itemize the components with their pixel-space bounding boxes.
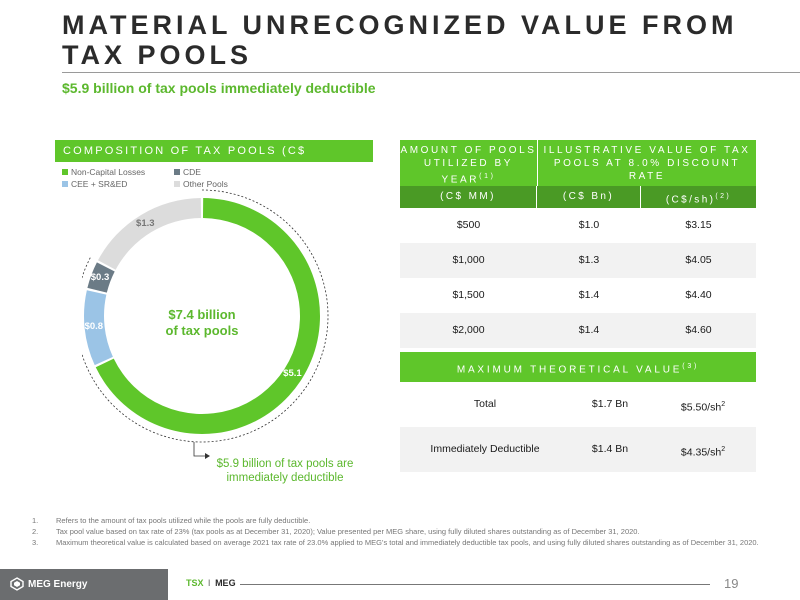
meg-energy-logo: MEG Energy [10,577,87,591]
donut-slice [97,198,202,270]
legend-swatch [174,181,180,187]
table-row: Immediately Deductible $1.4 Bn $4.35/sh2 [400,427,756,472]
meg-logo-icon [10,577,24,591]
legend-swatch [62,169,68,175]
subheader-csh: (C$/sh)(2) [641,186,756,208]
table2-header-sup: (3) [682,363,700,370]
legend-label: Non-Capital Losses [71,167,146,177]
legend-label: Other Pools [183,179,228,189]
legend-item-non-capital-losses: Non-Capital Losses [62,167,145,177]
tax-pools-donut-chart [82,189,329,459]
ticker-symbol: MEG [215,578,236,588]
footer-divider [240,584,710,585]
ticker-exchange: TSX [186,578,204,588]
composition-header: COMPOSITION OF TAX POOLS (C$ BILLION) [55,140,373,179]
cell-bn: $1.4 [578,324,600,336]
donut-slice [83,290,113,366]
cell-amount: $500 [456,219,481,231]
footnote: 3. Maximum theoretical value is calculat… [32,538,762,548]
cell-label: Immediately Deductible [430,443,540,455]
donut-slice [87,262,115,293]
page-title: MATERIAL UNRECOGNIZED VALUE FROM TAX POO… [62,10,738,70]
footnote-number: 2. [32,527,39,536]
cell-per-share-sup: 2 [721,446,726,453]
subheader-cbn: (C$ Bn) [537,186,641,208]
slice-value-label: $5.1 [283,367,302,379]
cell-per-share: $4.60 [685,324,712,336]
footnote-number: 3. [32,538,39,547]
cell-bn: $1.3 [578,254,600,266]
cell-amount: $1,500 [452,289,485,301]
table-row: $1,500 $1.4 $4.40 [400,278,756,313]
cell-per-share: $4.05 [685,254,712,266]
col1-header-sup: (1) [479,173,496,180]
footnote-text: Maximum theoretical value is calculated … [56,538,759,547]
subheader-csh-text: (C$/sh) [665,194,716,206]
cell-bn: $1.4 Bn [591,443,629,455]
page-subtitle: $5.9 billion of tax pools immediately de… [62,80,376,96]
legend-item-other-pools: Other Pools [174,179,228,189]
donut-center-label: $7.4 billion of tax pools [152,307,252,339]
deductible-callout: $5.9 billion of tax pools are immediatel… [200,457,370,485]
footnote: 2. Tax pool value based on tax rate of 2… [32,527,762,537]
callout-connector [193,442,206,457]
logo-text: MEG Energy [28,578,88,590]
table-row: $500 $1.0 $3.15 [400,208,756,243]
callout-line-1: $5.9 billion of tax pools are [216,458,354,470]
cell-per-share: $4.35/sh2 [650,427,756,472]
cell-bn: $1.7 Bn [591,398,629,410]
cell-per-share-sup: 2 [721,401,726,408]
cell-per-share: $5.50/sh2 [650,382,756,427]
table1-col1-header: AMOUNT OF POOLS UTILIZED BY YEAR(1) [400,140,537,186]
table2-header: MAXIMUM THEORETICAL VALUE(3) [400,352,756,382]
tax-pool-value-table: AMOUNT OF POOLS UTILIZED BY YEAR(1) ILLU… [400,140,756,348]
legend-swatch [62,181,68,187]
footnote-number: 1. [32,516,39,525]
col1-header-text: AMOUNT OF POOLS UTILIZED BY YEAR [400,145,537,186]
stock-ticker: TSX I MEG [186,578,236,588]
cell-per-share: $3.15 [685,219,712,231]
footnote: 1. Refers to the amount of tax pools uti… [32,516,762,526]
legend-swatch [174,169,180,175]
legend-item-cee-sred: CEE + SR&ED [62,179,127,189]
table-row: $1,000 $1.3 $4.05 [400,243,756,278]
footnote-text: Refers to the amount of tax pools utiliz… [56,516,311,525]
title-divider [62,72,800,73]
cell-per-share: $4.40 [685,289,712,301]
table-row: $2,000 $1.4 $4.60 [400,313,756,348]
callout-arrow [205,453,210,459]
cell-per-share-text: $5.50/sh [680,401,722,414]
slice-value-label: $0.3 [90,272,110,284]
footnote-text: Tax pool value based on tax rate of 23% … [56,527,640,536]
max-theoretical-value-table: MAXIMUM THEORETICAL VALUE(3) Total $1.7 … [400,352,756,472]
center-line-2: of tax pools [165,323,239,338]
slice-value-label: $1.3 [136,217,155,229]
footnotes: 1. Refers to the amount of tax pools uti… [32,516,762,549]
table2-header-text: MAXIMUM THEORETICAL VALUE [456,364,683,376]
legend-item-cde: CDE [174,167,201,177]
legend-label: CDE [183,167,201,177]
ticker-separator: I [208,578,211,588]
cell-amount: $2,000 [452,324,485,336]
subheader-cmm: (C$ MM) [400,186,537,208]
slice-value-label: $0.8 [84,321,104,333]
table1-subheader-row: (C$ MM) (C$ Bn) (C$/sh)(2) [400,186,756,208]
table1-header-row: AMOUNT OF POOLS UTILIZED BY YEAR(1) ILLU… [400,140,756,186]
subheader-csh-sup: (2) [715,193,732,200]
cell-per-share-text: $4.35/sh [680,446,722,459]
cell-label: Total [473,398,497,410]
cell-bn: $1.4 [578,289,600,301]
cell-amount: $1,000 [452,254,485,266]
page-number: 19 [724,576,739,591]
center-line-1: $7.4 billion [168,307,236,322]
legend-label: CEE + SR&ED [71,179,128,189]
footer-logo-bar [0,569,168,600]
table1-col2-header: ILLUSTRATIVE VALUE OF TAX POOLS AT 8.0% … [537,140,756,186]
cell-bn: $1.0 [578,219,600,231]
callout-line-2: immediately deductible [226,472,344,484]
table-row: Total $1.7 Bn $5.50/sh2 [400,382,756,427]
